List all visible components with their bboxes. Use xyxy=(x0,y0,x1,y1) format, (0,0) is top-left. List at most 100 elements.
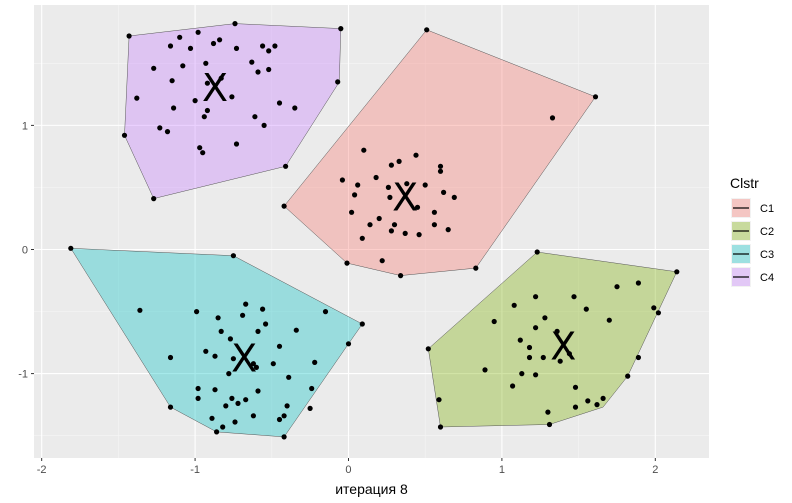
data-point-c1 xyxy=(376,215,382,222)
data-point-c4 xyxy=(255,69,261,75)
data-point-c2 xyxy=(533,294,539,300)
data-point-c2 xyxy=(526,354,533,361)
data-point-c3 xyxy=(255,388,261,394)
data-point-c1 xyxy=(424,27,430,33)
data-point-c1 xyxy=(402,230,408,236)
data-point-c1 xyxy=(441,189,447,195)
data-point-c4 xyxy=(233,141,240,147)
data-point-c1 xyxy=(359,235,365,241)
x-axis: -2 -1 0 1 2 xyxy=(37,458,658,476)
data-point-c1 xyxy=(388,228,394,234)
minor-gridlines xyxy=(34,5,709,458)
cluster-center-c4: X xyxy=(202,66,228,110)
data-point-c2 xyxy=(436,397,442,403)
data-point-c2 xyxy=(545,409,551,415)
data-point-c4 xyxy=(151,65,157,71)
data-point-c4 xyxy=(200,150,206,156)
data-point-c2 xyxy=(511,302,517,308)
data-point-c4 xyxy=(169,78,175,84)
data-point-c4 xyxy=(121,132,128,138)
data-point-c3 xyxy=(243,397,249,403)
data-point-c3 xyxy=(220,424,226,430)
data-point-c1 xyxy=(361,147,367,153)
data-point-c4 xyxy=(157,125,163,131)
data-point-c2 xyxy=(651,305,657,311)
data-point-c2 xyxy=(600,395,606,401)
data-point-c2 xyxy=(540,354,546,361)
data-point-c1 xyxy=(367,222,373,228)
data-point-c1 xyxy=(387,194,393,200)
data-point-c3 xyxy=(167,354,174,361)
data-point-c1 xyxy=(344,260,350,266)
x-tick-label: 2 xyxy=(652,464,658,476)
data-point-c3 xyxy=(281,434,287,440)
data-point-c2 xyxy=(674,269,680,275)
data-point-c3 xyxy=(232,419,238,425)
data-point-c3 xyxy=(322,309,329,315)
data-point-c4 xyxy=(232,21,238,27)
data-point-c4 xyxy=(195,29,201,35)
data-point-c3 xyxy=(223,403,229,409)
data-point-c1 xyxy=(416,232,422,238)
data-point-c1 xyxy=(404,181,410,187)
data-point-c3 xyxy=(209,415,215,421)
data-point-c1 xyxy=(414,204,421,210)
data-point-c2 xyxy=(572,384,579,390)
data-point-c1 xyxy=(431,222,437,228)
data-point-c2 xyxy=(509,383,516,389)
data-point-c4 xyxy=(260,43,266,49)
data-point-c3 xyxy=(243,301,249,307)
data-point-c1 xyxy=(339,177,345,183)
data-point-c3 xyxy=(359,321,365,327)
data-point-c2 xyxy=(533,325,539,331)
data-point-c2 xyxy=(571,294,577,300)
data-point-c1 xyxy=(422,182,428,188)
data-point-c1 xyxy=(431,209,437,215)
data-point-c4 xyxy=(283,163,289,169)
data-point-c4 xyxy=(164,129,171,135)
data-point-c4 xyxy=(204,80,210,86)
cluster-hull-c2 xyxy=(428,251,678,428)
data-point-c2 xyxy=(625,373,631,379)
legend-title: Clstr xyxy=(730,175,759,191)
data-point-c2 xyxy=(572,404,579,410)
data-point-c1 xyxy=(391,222,398,228)
data-point-c2 xyxy=(534,249,540,255)
y-tick-label: 1 xyxy=(22,120,28,132)
data-point-c1 xyxy=(445,227,451,233)
data-point-c3 xyxy=(229,395,235,401)
data-point-c4 xyxy=(266,66,272,73)
data-point-c2 xyxy=(517,337,523,343)
data-point-c3 xyxy=(230,253,236,259)
x-tick-label: -2 xyxy=(37,464,47,476)
data-point-c3 xyxy=(68,245,74,251)
data-point-c4 xyxy=(187,45,194,52)
data-point-c4 xyxy=(276,100,283,106)
y-tick-label: 0 xyxy=(22,244,28,256)
x-tick-label: 1 xyxy=(499,464,505,476)
data-point-c1 xyxy=(592,94,599,100)
data-point-c3 xyxy=(230,356,236,362)
data-point-c3 xyxy=(263,321,269,327)
panel-background xyxy=(34,5,709,458)
data-point-c4 xyxy=(261,122,267,128)
data-point-c2 xyxy=(614,284,620,290)
data-point-c1 xyxy=(373,174,379,181)
data-point-c1 xyxy=(352,192,358,198)
data-point-c4 xyxy=(335,79,341,85)
data-point-c3 xyxy=(235,400,241,406)
data-point-c2 xyxy=(635,280,642,286)
data-point-c3 xyxy=(250,361,256,367)
data-point-c2 xyxy=(594,402,600,408)
cluster-hull-c4 xyxy=(124,23,342,199)
data-point-c1 xyxy=(379,258,385,264)
data-point-c4 xyxy=(233,45,240,52)
data-point-c3 xyxy=(215,315,221,321)
data-point-c4 xyxy=(292,105,298,111)
data-point-c2 xyxy=(526,344,533,351)
data-point-c3 xyxy=(270,361,276,367)
cluster-hull-c3 xyxy=(70,248,363,438)
data-point-c2 xyxy=(491,318,497,325)
y-axis: -1 0 1 xyxy=(18,120,34,381)
